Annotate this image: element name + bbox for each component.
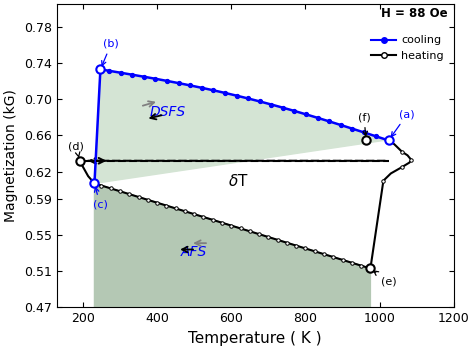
Text: (f): (f) (358, 112, 371, 136)
Y-axis label: Magnetization (kG): Magnetization (kG) (4, 89, 18, 222)
Text: (d): (d) (68, 142, 84, 158)
Text: (c): (c) (92, 188, 108, 210)
Text: (e): (e) (374, 271, 396, 287)
X-axis label: Temperature ( K ): Temperature ( K ) (189, 331, 322, 346)
Text: H = 88 Oe: H = 88 Oe (382, 7, 448, 20)
Text: (a): (a) (392, 109, 415, 136)
Legend: cooling, heating: cooling, heating (367, 31, 448, 65)
Text: (b): (b) (102, 39, 119, 65)
Text: DSFS: DSFS (150, 105, 186, 119)
Polygon shape (94, 69, 387, 268)
Text: AFS: AFS (181, 245, 207, 259)
Text: $\delta$T: $\delta$T (228, 174, 249, 189)
Polygon shape (94, 183, 370, 307)
